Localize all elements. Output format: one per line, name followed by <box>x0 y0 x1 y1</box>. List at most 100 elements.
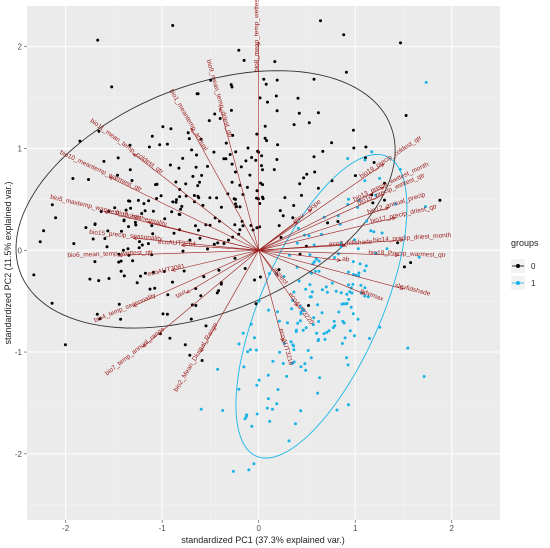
vector-arrow <box>133 250 259 307</box>
point-group-0 <box>171 24 175 27</box>
point-group-0 <box>302 176 306 180</box>
vector-arrow <box>186 250 259 294</box>
vector-arrow <box>258 163 385 251</box>
point-group-0 <box>255 189 259 193</box>
point-group-0 <box>305 172 309 176</box>
loading-vectors <box>103 40 405 353</box>
point-group-0 <box>155 197 159 200</box>
point-group-1 <box>286 321 289 325</box>
point-group-0 <box>117 260 121 264</box>
point-group-1 <box>289 340 293 344</box>
vector-arrowhead <box>132 236 138 241</box>
point-group-1 <box>357 271 361 275</box>
point-group-0 <box>273 60 277 64</box>
vector-label: bio8_mean_temp_wettest_qtr <box>254 0 261 72</box>
point-group-0 <box>409 261 413 265</box>
point-group-0 <box>116 156 120 160</box>
vector-label: ab <box>342 256 350 264</box>
point-group-0 <box>122 274 126 278</box>
point-group-0 <box>128 143 132 147</box>
vector-arrowhead <box>384 206 390 211</box>
point-group-1 <box>257 299 261 303</box>
vector-arrowhead <box>274 271 279 277</box>
point-group-1 <box>316 303 320 307</box>
point-group-1 <box>252 336 256 340</box>
point-group-0 <box>242 58 246 62</box>
point-group-0 <box>107 277 111 280</box>
vector-arrowhead <box>380 163 385 168</box>
point-group-1 <box>339 245 343 249</box>
vector-arrowhead <box>391 216 397 221</box>
point-group-0 <box>244 159 248 163</box>
point-group-0 <box>233 256 237 260</box>
point-group-1 <box>417 255 421 259</box>
point-group-0 <box>213 112 217 116</box>
point-group-0 <box>255 196 258 200</box>
point-group-0 <box>438 198 442 202</box>
point-group-0 <box>217 289 221 293</box>
point-group-1 <box>352 334 356 338</box>
point-group-1 <box>363 158 367 162</box>
point-group-1 <box>359 283 363 287</box>
point-group-0 <box>232 197 236 201</box>
point-group-0 <box>195 92 199 96</box>
y-tick-label: 0 <box>18 246 23 255</box>
point-group-0 <box>128 199 132 203</box>
vector-arrow <box>258 194 385 251</box>
point-group-0 <box>106 229 110 233</box>
point-group-0 <box>129 206 133 210</box>
point-group-0 <box>253 278 256 282</box>
point-group-0 <box>200 359 204 362</box>
point-group-0 <box>136 198 140 202</box>
point-group-1 <box>345 292 349 296</box>
point-group-0 <box>206 247 209 251</box>
point-group-1 <box>252 462 256 466</box>
legend: groups 0 1 <box>511 238 539 290</box>
point-group-0 <box>298 252 302 256</box>
vector-arrowhead <box>293 221 298 226</box>
point-group-0 <box>319 19 322 23</box>
point-group-0 <box>166 293 170 297</box>
vector-arrowhead <box>341 243 347 248</box>
point-group-0 <box>194 165 198 169</box>
point-group-0 <box>186 131 190 135</box>
point-group-1 <box>275 310 279 314</box>
point-group-0 <box>188 353 192 357</box>
point-group-0 <box>182 269 186 273</box>
vector-arrow <box>258 244 346 251</box>
point-group-0 <box>245 185 249 189</box>
point-group-0 <box>316 186 320 190</box>
point-group-0 <box>202 275 206 279</box>
vector-arrow <box>258 249 341 261</box>
point-group-0 <box>98 317 102 321</box>
point-group-0 <box>161 125 165 129</box>
point-group-0 <box>215 291 219 295</box>
point-group-1 <box>316 339 320 343</box>
point-group-0 <box>258 96 262 100</box>
point-group-0 <box>383 198 386 202</box>
point-group-1 <box>324 285 328 289</box>
point-group-0 <box>193 200 196 204</box>
point-group-0 <box>196 228 200 232</box>
point-group-0 <box>170 210 174 214</box>
vector-arrow <box>181 244 259 251</box>
point-group-1 <box>290 362 294 365</box>
point-group-1 <box>299 409 303 413</box>
point-group-0 <box>227 238 230 242</box>
point-group-1 <box>275 402 279 406</box>
point-group-0 <box>200 173 204 177</box>
point-group-1 <box>311 323 315 327</box>
point-group-1 <box>312 316 316 320</box>
point-group-1 <box>290 307 294 311</box>
point-group-1 <box>244 415 248 419</box>
point-group-1 <box>282 341 286 345</box>
point-group-1 <box>295 241 299 245</box>
point-group-0 <box>275 78 279 82</box>
vector-arrowhead <box>399 238 405 243</box>
point-group-1 <box>303 362 307 366</box>
point-group-1 <box>257 378 261 382</box>
y-tick-label: -1 <box>15 348 23 357</box>
point-group-0 <box>147 199 151 203</box>
point-group-1 <box>304 368 308 372</box>
point-group-1 <box>320 311 324 315</box>
